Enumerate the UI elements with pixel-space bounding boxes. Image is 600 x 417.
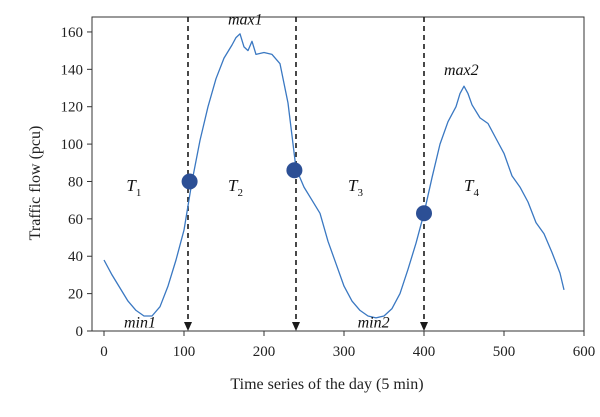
boundary-markers [181,162,432,222]
x-tick-label: 500 [493,344,516,360]
plot-frame [91,16,585,332]
x-tick-label: 400 [413,344,436,360]
segment-letter: T [126,176,137,195]
y-axis-ticks: 0 20 40 60 80 100 120 140 160 [61,25,92,340]
series-line [103,33,565,319]
segment-labels: T1 T2 T3 T4 [126,176,479,199]
segment-letter: T [228,176,239,195]
x-tick-label: 300 [333,344,356,360]
y-tick-label: 60 [68,212,83,228]
annotation-label: min2 [358,314,390,331]
segment-subscript: 2 [237,187,243,199]
segment-subscript: 4 [473,187,479,199]
divider-arrowhead [292,322,300,331]
segment-label: T1 [126,176,141,199]
x-tick-label: 200 [253,344,276,360]
x-axis-ticks: 0 100 200 300 400 500 600 [100,331,595,360]
segment-label: T2 [228,176,243,199]
segment-letter: T [348,176,359,195]
annotation-label: min1 [124,314,156,331]
y-tick-label: 40 [68,249,83,265]
x-tick-label: 0 [100,344,108,360]
segment-label: T3 [348,176,363,199]
y-tick-label: 80 [68,174,83,190]
x-tick-label: 600 [573,344,596,360]
y-tick-label: 160 [61,25,84,41]
boundary-marker [181,173,198,190]
divider-arrowhead [184,322,192,331]
segment-subscript: 1 [136,187,142,199]
y-tick-label: 100 [61,137,84,153]
divider-arrowhead [420,322,428,331]
y-tick-label: 0 [76,324,84,340]
y-tick-label: 140 [61,62,84,78]
annotation-label: max1 [228,11,263,28]
x-tick-label: 100 [173,344,196,360]
y-tick-label: 120 [61,100,84,116]
segment-dividers [184,17,428,331]
x-axis-label: Time series of the day (5 min) [230,376,423,393]
segment-letter: T [464,176,475,195]
extrema-annotations: max1 max2 min1 min2 [124,11,479,331]
segment-subscript: 3 [357,187,363,199]
segment-label: T4 [464,176,479,199]
y-axis-label: Traffic flow (pcu) [27,126,44,241]
boundary-marker [286,162,303,179]
boundary-marker [416,205,432,222]
annotation-label: max2 [444,62,479,79]
y-tick-label: 20 [68,287,83,303]
